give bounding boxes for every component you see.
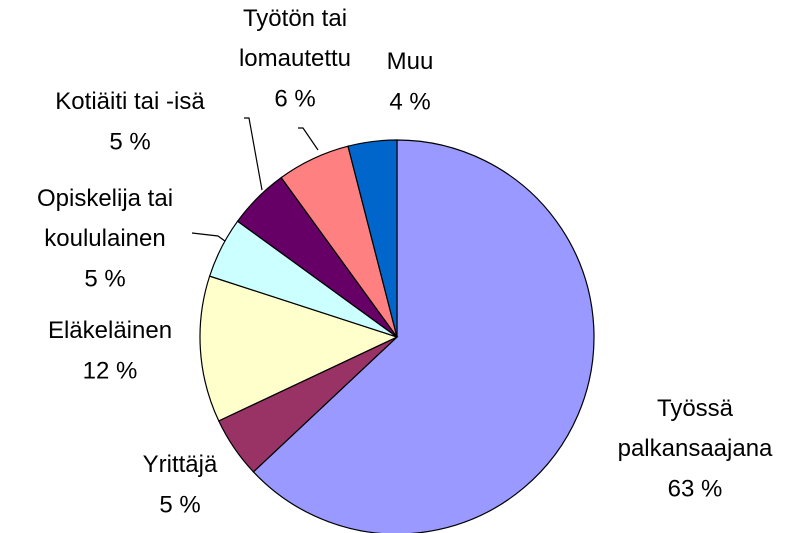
leader-line xyxy=(298,127,319,151)
pie-slice xyxy=(347,139,398,338)
leader-line xyxy=(244,117,263,191)
slice-value-label: 5 % xyxy=(84,265,125,292)
slice-label: Kotiäiti tai -isä xyxy=(55,88,205,115)
slice-value-label: 5 % xyxy=(109,128,150,155)
slice-label: Eläkeläinen xyxy=(48,317,172,344)
slice-label: Yrittäjä xyxy=(143,451,218,478)
slice-value-label: 63 % xyxy=(668,475,723,502)
slice-label: Opiskelija tai koululainen xyxy=(37,185,173,252)
slice-label: Työssä palkansaajana xyxy=(618,395,773,462)
pie-slice xyxy=(199,275,399,422)
slice-value-label: 12 % xyxy=(83,357,138,384)
slice-value-label: 4 % xyxy=(389,88,430,115)
slice-label: Työtön tai lomautettu xyxy=(239,5,351,72)
slice-label: Muu xyxy=(387,48,434,75)
slice-value-label: 5 % xyxy=(159,491,200,518)
slice-value-label: 6 % xyxy=(274,85,315,112)
pie-slice xyxy=(252,139,595,533)
